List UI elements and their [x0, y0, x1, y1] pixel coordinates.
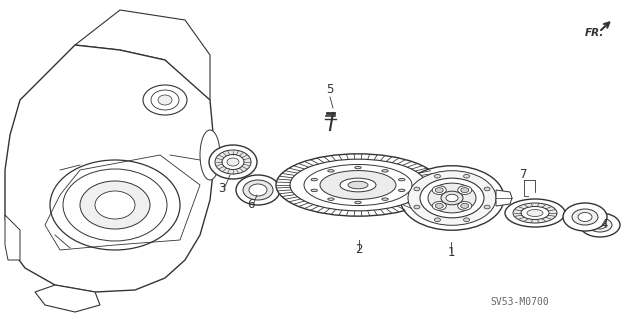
- Ellipse shape: [151, 90, 179, 110]
- Ellipse shape: [432, 186, 446, 195]
- Ellipse shape: [249, 184, 267, 196]
- Ellipse shape: [484, 205, 490, 209]
- Ellipse shape: [414, 187, 420, 191]
- Ellipse shape: [435, 218, 440, 222]
- Ellipse shape: [95, 191, 135, 219]
- Ellipse shape: [441, 191, 463, 205]
- Ellipse shape: [382, 170, 388, 172]
- Ellipse shape: [527, 210, 543, 217]
- Ellipse shape: [290, 159, 426, 211]
- Text: SV53-M0700: SV53-M0700: [490, 297, 548, 307]
- Polygon shape: [75, 10, 210, 100]
- Ellipse shape: [355, 166, 361, 169]
- Text: 2: 2: [355, 243, 362, 256]
- Ellipse shape: [461, 204, 468, 208]
- Ellipse shape: [328, 170, 334, 172]
- Ellipse shape: [399, 189, 405, 192]
- Ellipse shape: [340, 178, 376, 192]
- Ellipse shape: [209, 145, 257, 179]
- Ellipse shape: [382, 198, 388, 200]
- Ellipse shape: [80, 181, 150, 229]
- Ellipse shape: [463, 174, 470, 178]
- Ellipse shape: [311, 178, 317, 181]
- Ellipse shape: [143, 85, 187, 115]
- Ellipse shape: [400, 166, 504, 230]
- Ellipse shape: [158, 95, 172, 105]
- Polygon shape: [5, 215, 20, 260]
- Ellipse shape: [274, 153, 442, 217]
- Ellipse shape: [484, 187, 490, 191]
- Text: 1: 1: [448, 246, 456, 259]
- Ellipse shape: [420, 178, 484, 218]
- Ellipse shape: [320, 171, 396, 199]
- Ellipse shape: [227, 158, 239, 166]
- Ellipse shape: [311, 189, 317, 192]
- Text: 5: 5: [326, 83, 333, 96]
- Polygon shape: [5, 45, 215, 292]
- Ellipse shape: [215, 150, 251, 174]
- Ellipse shape: [580, 213, 620, 237]
- Ellipse shape: [588, 218, 612, 232]
- Ellipse shape: [563, 203, 607, 231]
- Ellipse shape: [276, 154, 440, 216]
- Ellipse shape: [446, 194, 458, 202]
- Ellipse shape: [236, 175, 280, 205]
- Ellipse shape: [355, 201, 361, 204]
- Text: 6: 6: [247, 198, 255, 211]
- Ellipse shape: [463, 218, 470, 222]
- Ellipse shape: [63, 169, 167, 241]
- Ellipse shape: [200, 130, 220, 180]
- Ellipse shape: [578, 212, 592, 221]
- Ellipse shape: [435, 188, 444, 193]
- Text: FR.: FR.: [585, 28, 604, 38]
- Ellipse shape: [461, 188, 468, 193]
- Text: 4: 4: [600, 218, 607, 231]
- Ellipse shape: [458, 186, 472, 195]
- Ellipse shape: [428, 183, 476, 213]
- Ellipse shape: [348, 181, 368, 189]
- Ellipse shape: [304, 165, 412, 205]
- Text: 3: 3: [218, 182, 225, 195]
- Ellipse shape: [435, 204, 444, 208]
- Ellipse shape: [513, 203, 557, 223]
- Polygon shape: [496, 190, 512, 206]
- Ellipse shape: [572, 209, 598, 225]
- Ellipse shape: [328, 198, 334, 200]
- Ellipse shape: [414, 205, 420, 209]
- Ellipse shape: [222, 154, 244, 169]
- Polygon shape: [35, 285, 100, 312]
- Ellipse shape: [458, 202, 472, 210]
- Ellipse shape: [505, 199, 565, 227]
- Ellipse shape: [594, 221, 606, 229]
- Ellipse shape: [408, 171, 496, 225]
- Ellipse shape: [435, 174, 440, 178]
- Text: 7: 7: [520, 168, 527, 181]
- Ellipse shape: [399, 178, 405, 181]
- Ellipse shape: [521, 206, 549, 219]
- Ellipse shape: [50, 160, 180, 250]
- Ellipse shape: [243, 180, 273, 200]
- Ellipse shape: [432, 202, 446, 210]
